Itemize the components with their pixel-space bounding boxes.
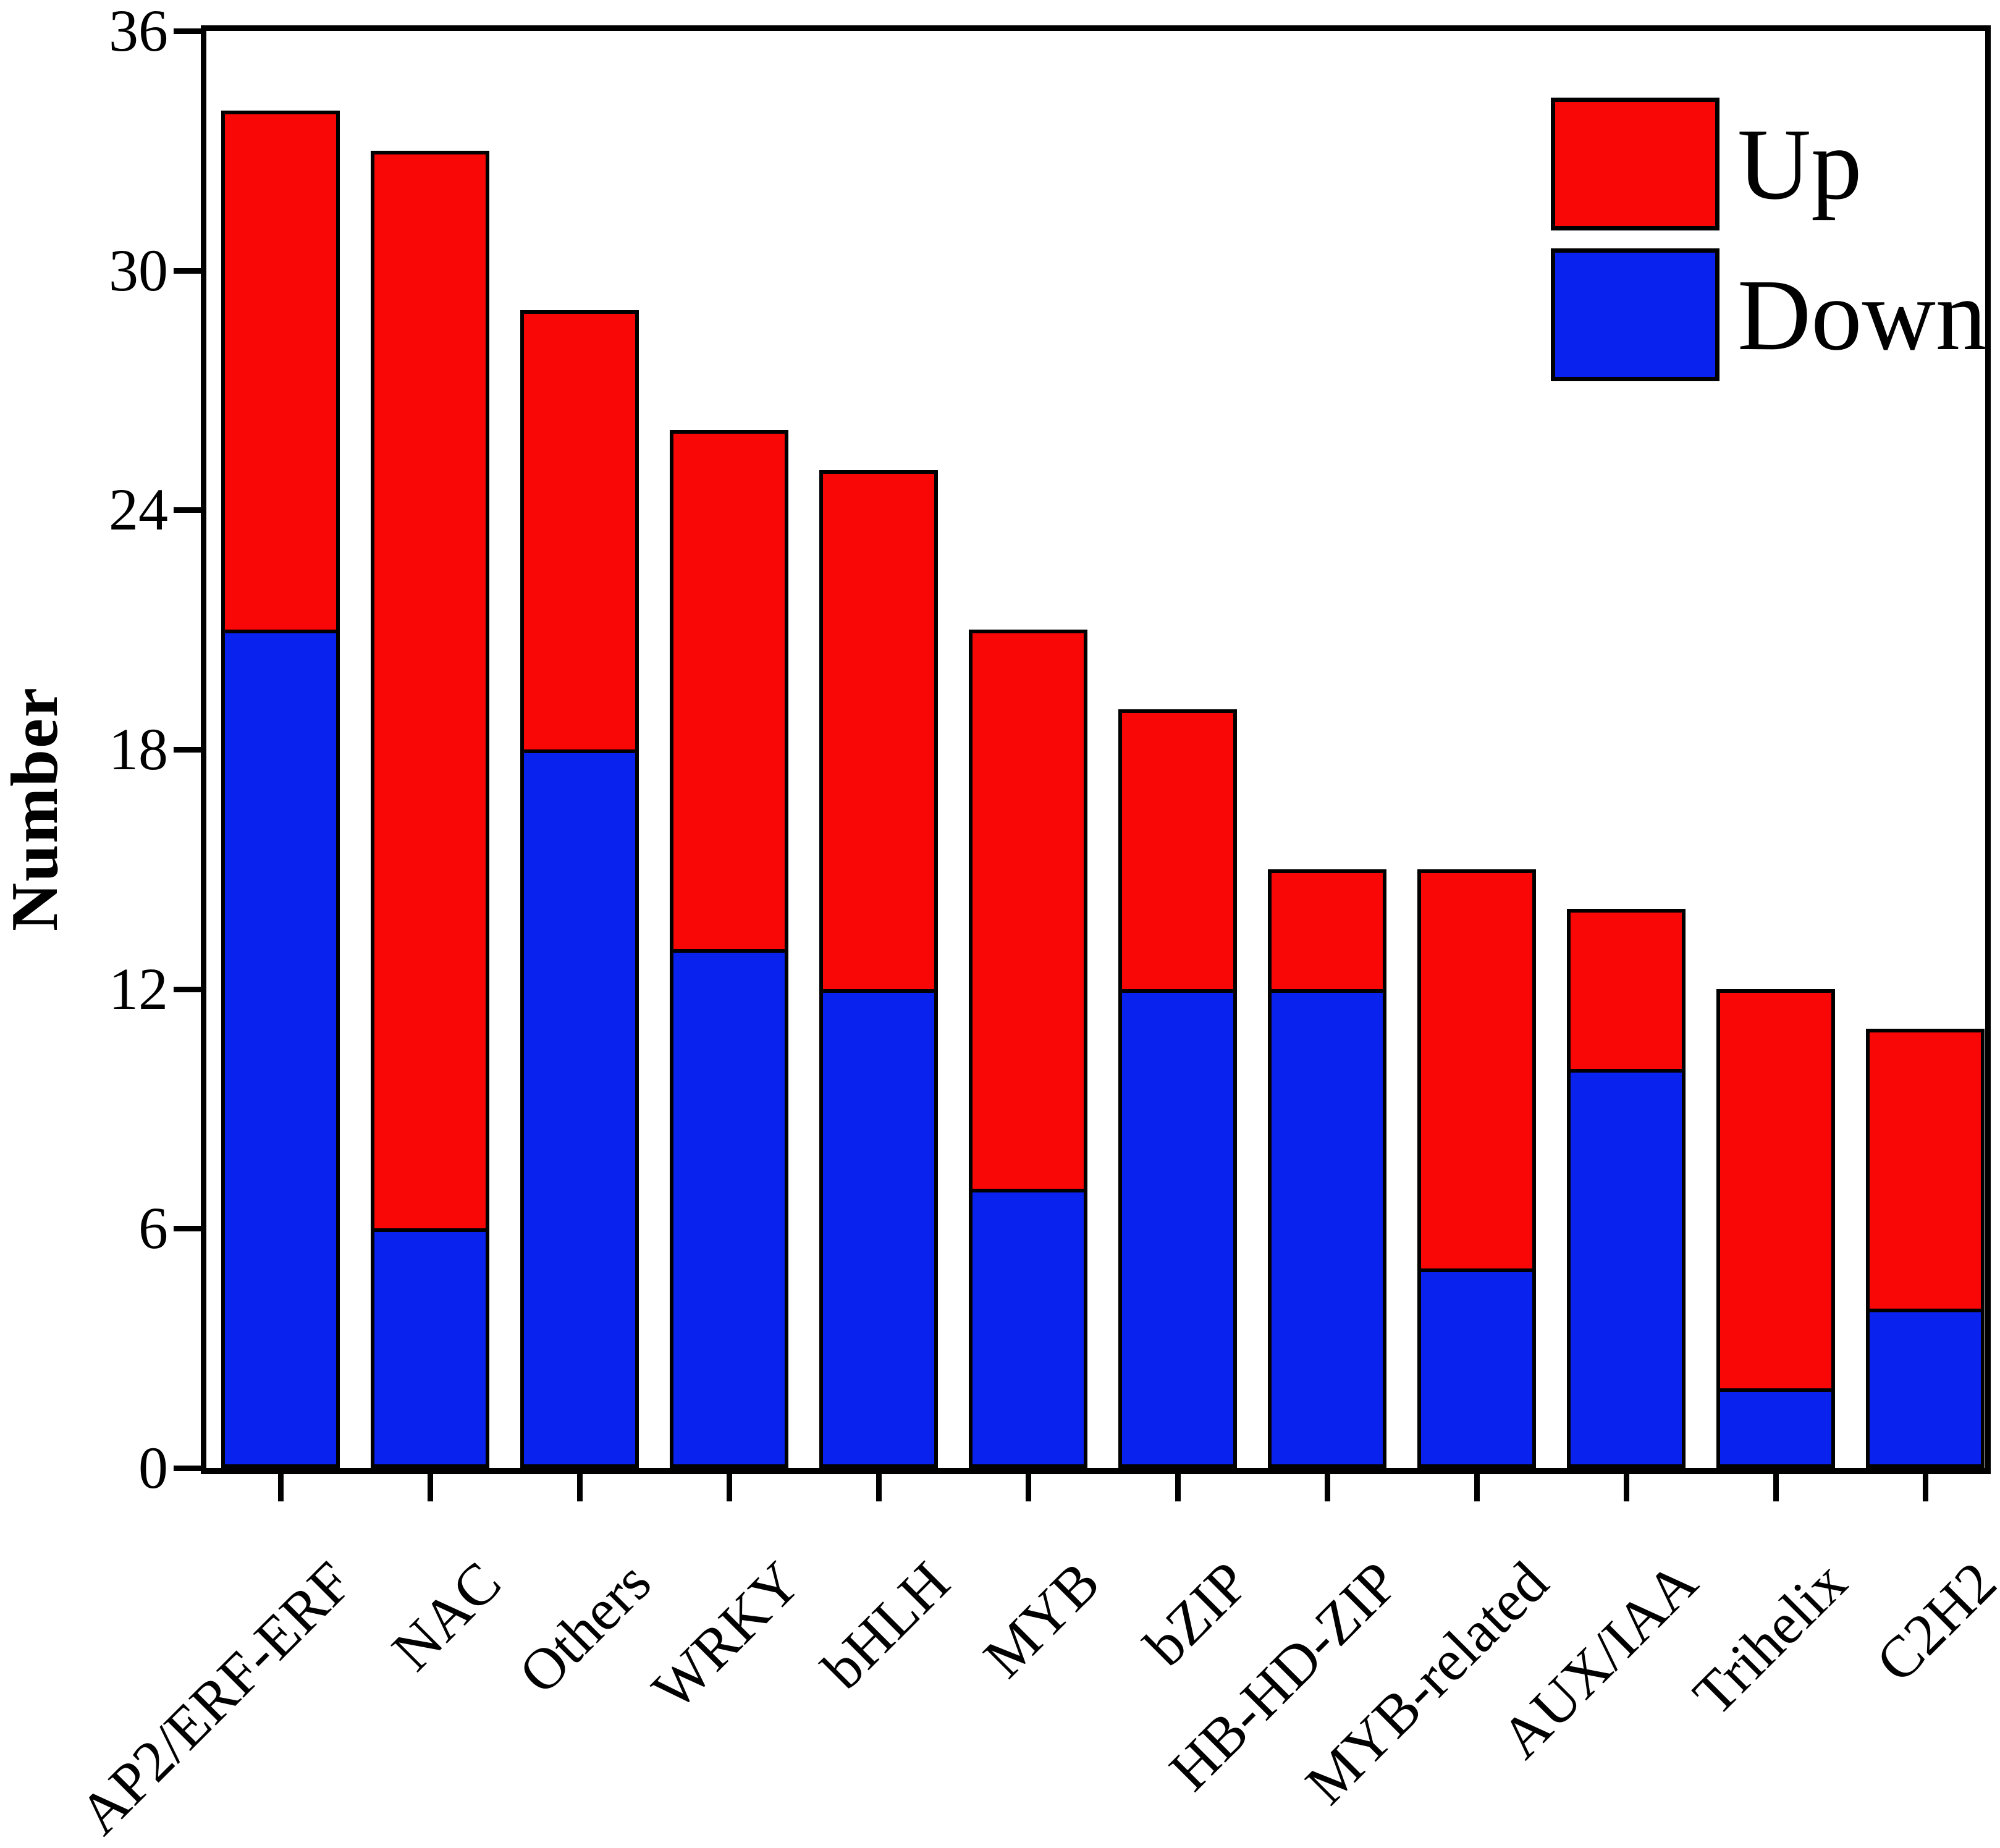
y-tick-18 [174, 747, 201, 753]
bar-segment-down [1417, 1268, 1536, 1468]
bar-segment-up [371, 150, 489, 1229]
bar-segment-down [1567, 1068, 1686, 1468]
x-tick-6 [1175, 1474, 1181, 1501]
x-tick-11 [1923, 1474, 1928, 1501]
bar-segment-up [520, 310, 639, 749]
bar-segment-up [221, 111, 340, 630]
bar-segment-up [1866, 1029, 1985, 1309]
bar-segment-up [969, 630, 1087, 1189]
x-category-label: MYB [971, 1549, 1112, 1690]
y-tick-0 [174, 1466, 201, 1471]
bar-segment-up [670, 430, 788, 950]
x-tick-3 [727, 1474, 732, 1501]
x-category-label: Others [506, 1549, 664, 1707]
x-category-label: C2H2 [1863, 1549, 2000, 1695]
y-tick-label-30: 30 [109, 237, 168, 303]
legend-label-down: Down [1737, 258, 1987, 371]
legend-swatch-down [1551, 248, 1719, 381]
legend-swatch-up [1551, 98, 1719, 230]
bar-segment-up [1118, 709, 1237, 989]
y-tick-label-12: 12 [109, 955, 168, 1022]
bar-segment-up [1716, 989, 1835, 1388]
x-category-label: Trihelix [1681, 1549, 1860, 1728]
y-tick-36 [174, 28, 201, 34]
x-tick-8 [1474, 1474, 1480, 1501]
y-tick-label-18: 18 [109, 716, 168, 782]
x-category-label: NAC [379, 1549, 514, 1683]
x-category-label: WRKY [639, 1549, 813, 1723]
y-tick-label-6: 6 [138, 1195, 168, 1262]
x-tick-0 [278, 1474, 284, 1501]
bar-segment-down [670, 949, 788, 1468]
x-tick-7 [1325, 1474, 1330, 1501]
y-tick-12 [174, 986, 201, 992]
bar-segment-down [969, 1188, 1087, 1468]
bar-segment-down [221, 630, 340, 1468]
bar-segment-down [1716, 1388, 1835, 1468]
x-tick-5 [1026, 1474, 1031, 1501]
bar-segment-down [520, 749, 639, 1468]
y-tick-label-36: 36 [109, 0, 168, 64]
bar-segment-down [1268, 989, 1386, 1468]
y-tick-30 [174, 268, 201, 274]
x-tick-9 [1624, 1474, 1629, 1501]
bar-segment-up [1268, 869, 1386, 989]
y-tick-24 [174, 507, 201, 513]
bar-segment-up [819, 470, 938, 989]
bar-segment-down [371, 1228, 489, 1468]
y-tick-label-0: 0 [138, 1435, 168, 1501]
x-category-label: AP2/ERF-ERF [66, 1549, 365, 1847]
plot-area [201, 25, 1991, 1474]
x-tick-10 [1773, 1474, 1779, 1501]
bar-segment-up [1417, 869, 1536, 1268]
x-category-label: bZIP [1131, 1549, 1262, 1679]
bar-segment-up [1567, 909, 1686, 1069]
y-tick-6 [174, 1226, 201, 1232]
bar-segment-down [1118, 989, 1237, 1468]
bar-segment-down [819, 989, 938, 1468]
x-tick-2 [577, 1474, 583, 1501]
legend-label-up: Up [1737, 108, 1862, 221]
bar-segment-down [1866, 1308, 1985, 1468]
y-tick-label-24: 24 [109, 476, 168, 543]
x-tick-4 [876, 1474, 882, 1501]
x-tick-1 [428, 1474, 433, 1501]
x-category-label: bHLH [809, 1549, 963, 1702]
